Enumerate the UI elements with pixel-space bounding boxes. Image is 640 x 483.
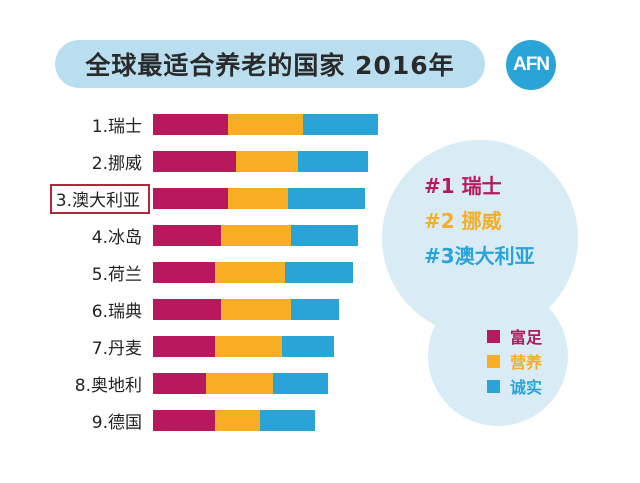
chart-title: 全球最适合养老的国家 2016年: [55, 40, 485, 88]
bar-segment-wealth: [153, 225, 221, 246]
bar-segment-honesty: [288, 188, 365, 209]
bar-segment-nutrition: [215, 262, 285, 283]
bar-segment-wealth: [153, 410, 215, 431]
category-label: 8.奥地利: [74, 376, 142, 396]
bar-segment-honesty: [303, 114, 378, 135]
top3-rank-2: #2 挪威: [424, 209, 502, 233]
bar-segment-honesty: [260, 410, 315, 431]
top3-rank-3: #3澳大利亚: [424, 244, 535, 268]
bar-segment-nutrition: [228, 188, 288, 209]
category-label: 1.瑞士: [91, 117, 142, 137]
legend-item-honesty: 诚实: [487, 377, 543, 397]
bar-segment-honesty: [291, 299, 339, 320]
top3-rank-1: #1 瑞士: [424, 174, 502, 198]
bar-segment-wealth: [153, 151, 236, 172]
afn-logo: AFN: [506, 40, 556, 90]
bar-segment-honesty: [282, 336, 334, 357]
bar-segment-nutrition: [215, 336, 282, 357]
legend-label-wealth: 富足: [510, 328, 543, 347]
legend-label-nutrition: 营养: [510, 353, 543, 372]
category-label: 7.丹麦: [91, 339, 142, 359]
category-label: 2.挪威: [91, 154, 142, 174]
legend-label-honesty: 诚实: [510, 378, 543, 397]
bar-segment-nutrition: [206, 373, 273, 394]
category-label: 6.瑞典: [91, 302, 142, 322]
bar-segment-wealth: [153, 114, 228, 135]
bar-segment-wealth: [153, 299, 221, 320]
bar-segment-honesty: [285, 262, 353, 283]
legend-item-nutrition: 营养: [487, 352, 543, 372]
bar-segment-honesty: [291, 225, 358, 246]
category-label: 5.荷兰: [91, 265, 142, 285]
bar-segment-wealth: [153, 373, 206, 394]
bar-segment-nutrition: [228, 114, 303, 135]
bar-segment-wealth: [153, 336, 215, 357]
bar-segment-nutrition: [236, 151, 298, 172]
bar-segment-nutrition: [221, 225, 291, 246]
bar-segment-honesty: [298, 151, 368, 172]
legend-swatch-wealth: [487, 329, 500, 343]
legend-swatch-nutrition: [487, 354, 500, 368]
bar-segment-honesty: [273, 373, 328, 394]
category-label: 9.德国: [91, 413, 142, 433]
legend-item-wealth: 富足: [487, 327, 543, 347]
bar-segment-wealth: [153, 262, 215, 283]
category-label: 4.冰岛: [91, 228, 142, 248]
bar-segment-nutrition: [215, 410, 260, 431]
legend-swatch-honesty: [487, 379, 500, 393]
bar-segment-nutrition: [221, 299, 291, 320]
category-label: 3.澳大利亚: [50, 183, 150, 214]
bar-segment-wealth: [153, 188, 228, 209]
